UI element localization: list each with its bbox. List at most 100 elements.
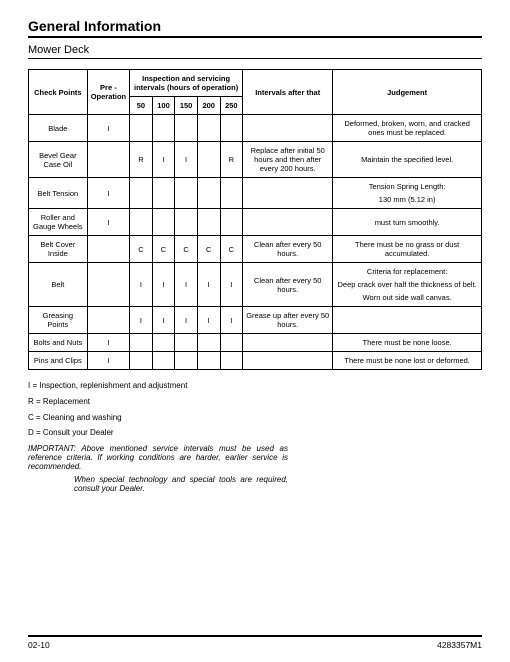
table-cell: Tension Spring Length:130 mm (5.12 in) [333, 178, 482, 209]
table-cell [152, 115, 175, 142]
table-cell: I [175, 142, 198, 178]
table-cell [130, 334, 153, 352]
table-cell [243, 115, 333, 142]
table-cell [175, 178, 198, 209]
table-cell: There must be none lost or deformed. [333, 352, 482, 370]
table-cell [197, 209, 220, 236]
th-100: 100 [152, 97, 175, 115]
table-row: Bevel Gear Case OilRIIRReplace after ini… [29, 142, 482, 178]
th-judge: Judgement [333, 70, 482, 115]
table-cell [197, 142, 220, 178]
legend-i: I = Inspection, replenishment and adjust… [28, 380, 482, 393]
table-cell [175, 115, 198, 142]
table-row: Roller and Gauge WheelsImust turn smooth… [29, 209, 482, 236]
table-cell [152, 334, 175, 352]
important-text2: When special technology and special tool… [74, 475, 288, 493]
table-cell: must turn smoothly. [333, 209, 482, 236]
footer-right: 4283357M1 [437, 640, 482, 650]
table-cell: I [175, 263, 198, 307]
table-cell: Deformed, broken, worn, and cracked ones… [333, 115, 482, 142]
maintenance-table: Check Points Pre - Operation Inspection … [28, 69, 482, 370]
footer-left: 02-10 [28, 640, 50, 650]
table-cell: Roller and Gauge Wheels [29, 209, 88, 236]
legend: I = Inspection, replenishment and adjust… [28, 380, 482, 440]
table-cell [175, 334, 198, 352]
important-label: IMPORTANT: [28, 444, 76, 453]
table-cell: C [175, 236, 198, 263]
th-inspection: Inspection and servicing intervals (hour… [130, 70, 243, 97]
table-cell [87, 307, 129, 334]
table-cell: I [130, 307, 153, 334]
table-row: Greasing PointsIIIIIGrease up after ever… [29, 307, 482, 334]
table-cell: I [87, 178, 129, 209]
table-cell: I [152, 307, 175, 334]
table-cell: There must be no grass or dust accumulat… [333, 236, 482, 263]
table-cell [87, 236, 129, 263]
table-cell [243, 352, 333, 370]
table-cell: There must be none loose. [333, 334, 482, 352]
th-50: 50 [130, 97, 153, 115]
table-cell: Blade [29, 115, 88, 142]
legend-d: D = Consult your Dealer [28, 427, 482, 440]
page-footer: 02-10 4283357M1 [28, 635, 482, 650]
table-cell: I [130, 263, 153, 307]
table-cell: Belt Cover Inside [29, 236, 88, 263]
table-row: Pins and ClipsIThere must be none lost o… [29, 352, 482, 370]
legend-r: R = Replacement [28, 396, 482, 409]
table-cell [243, 178, 333, 209]
table-cell: C [220, 236, 243, 263]
table-cell: Belt [29, 263, 88, 307]
table-cell [220, 334, 243, 352]
table-cell: C [152, 236, 175, 263]
table-cell: Belt Tension [29, 178, 88, 209]
table-cell [130, 352, 153, 370]
legend-c: C = Cleaning and washing [28, 412, 482, 425]
table-cell: I [220, 263, 243, 307]
table-cell: I [152, 142, 175, 178]
table-cell [130, 209, 153, 236]
table-row: BladeI Deformed, broken, worn, and cracke… [29, 115, 482, 142]
table-cell: I [152, 263, 175, 307]
table-cell [243, 209, 333, 236]
table-cell: I [87, 352, 129, 370]
th-after: Intervals after that [243, 70, 333, 115]
table-cell [152, 178, 175, 209]
th-200: 200 [197, 97, 220, 115]
table-cell [130, 178, 153, 209]
table-cell [197, 178, 220, 209]
table-cell: R [130, 142, 153, 178]
table-cell: I [87, 115, 129, 142]
table-cell [220, 178, 243, 209]
th-150: 150 [175, 97, 198, 115]
table-cell: Replace after initial 50 hours and then … [243, 142, 333, 178]
table-cell: C [130, 236, 153, 263]
table-cell: Clean after every 50 hours. [243, 236, 333, 263]
th-check-points: Check Points [29, 70, 88, 115]
table-cell: Greasing Points [29, 307, 88, 334]
table-cell: Bolts and Nuts [29, 334, 88, 352]
table-cell [175, 352, 198, 370]
table-cell: Bevel Gear Case Oil [29, 142, 88, 178]
table-cell [152, 209, 175, 236]
table-cell [197, 352, 220, 370]
table-cell [197, 334, 220, 352]
table-cell: Maintain the specified level. [333, 142, 482, 178]
table-cell [130, 115, 153, 142]
table-cell: I [220, 307, 243, 334]
table-cell: I [175, 307, 198, 334]
table-cell [243, 334, 333, 352]
table-cell [220, 209, 243, 236]
table-cell [175, 209, 198, 236]
table-row: BeltIIIIIClean after every 50 hours.Crit… [29, 263, 482, 307]
table-cell: Grease up after every 50 hours. [243, 307, 333, 334]
important-note: IMPORTANT: Above mentioned service inter… [28, 444, 288, 493]
page-title: General Information [28, 18, 482, 38]
table-cell: Criteria for replacement:Deep crack over… [333, 263, 482, 307]
table-row: Bolts and NutsI There must be none loose. [29, 334, 482, 352]
table-cell [87, 263, 129, 307]
table-cell [197, 115, 220, 142]
section-subtitle: Mower Deck [28, 44, 482, 59]
table-cell: I [197, 263, 220, 307]
table-cell: I [197, 307, 220, 334]
table-cell: I [87, 334, 129, 352]
